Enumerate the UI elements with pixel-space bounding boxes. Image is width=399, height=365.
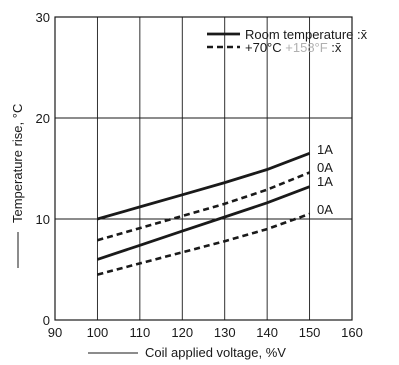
y-axis-title: Temperature rise, °C [10, 104, 25, 223]
tick-labels: 90 100 110 120 130 140 150 160 0 10 20 30 [36, 10, 363, 340]
series-line-dashed-1a [97, 171, 311, 242]
x-tick-label: 110 [129, 325, 150, 340]
y-tick-label: 10 [36, 212, 50, 227]
x-axis-title: Coil applied voltage, %V [145, 345, 286, 360]
series-end-label-1a: 1A [317, 142, 333, 157]
x-tick-label: 100 [87, 325, 109, 340]
x-tick-label: 130 [214, 325, 236, 340]
series-end-label-0a: 0A [317, 202, 333, 217]
series-end-label-0a: 0A [317, 160, 333, 175]
x-tick-label: 160 [341, 325, 363, 340]
grid [54, 16, 353, 321]
x-tick-label: 90 [48, 325, 62, 340]
y-tick-label: 20 [36, 111, 50, 126]
legend: Room temperature :x̄+70°C +158°F :x̄ [207, 27, 368, 55]
legend-label-70c: +70°C +158°F :x̄ [245, 40, 342, 55]
y-tick-label: 0 [43, 313, 50, 328]
x-tick-label: 140 [256, 325, 278, 340]
series-end-label-1a: 1A [317, 174, 333, 189]
series-line-dashed-0a [97, 212, 311, 276]
plot-frame [54, 16, 353, 321]
series-line-solid-1a [97, 151, 311, 221]
x-tick-label: 120 [171, 325, 193, 340]
series-lines [96, 151, 311, 276]
y-tick-label: 30 [36, 10, 50, 25]
series-line-solid-0a [96, 185, 311, 261]
x-tick-label: 150 [299, 325, 321, 340]
legend-label-room-temperature: Room temperature :x̄ [245, 27, 368, 42]
